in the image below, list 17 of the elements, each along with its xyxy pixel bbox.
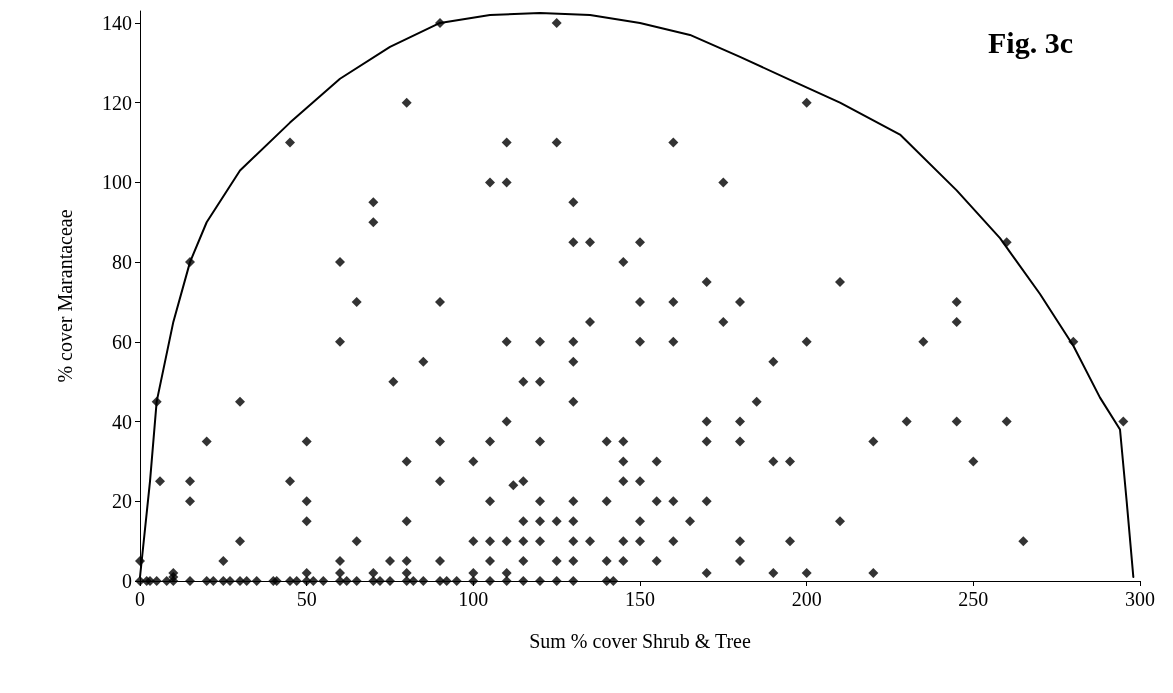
y-axis-title: % cover Marantaceae (54, 209, 76, 383)
x-tick-label: 200 (791, 588, 822, 610)
x-tick-label: 150 (625, 588, 655, 610)
x-tick-label: 100 (458, 588, 489, 610)
y-tick-label: 20 (112, 490, 132, 513)
x-axis-title: Sum % cover Shrub & Tree (529, 630, 751, 652)
x-tick-label: 250 (958, 588, 989, 610)
y-tick-label: 140 (102, 11, 132, 34)
y-tick-label: 0 (122, 570, 132, 592)
y-tick-label: 60 (112, 330, 132, 353)
x-tick-label: 50 (296, 588, 317, 610)
y-tick-label: 120 (102, 91, 132, 114)
y-tick-label: 100 (102, 171, 132, 194)
x-tick-label: 300 (1125, 588, 1155, 610)
y-tick-label: 80 (112, 251, 132, 274)
text: Fig. 3c (988, 25, 1074, 59)
y-tick-label: 40 (112, 410, 132, 433)
